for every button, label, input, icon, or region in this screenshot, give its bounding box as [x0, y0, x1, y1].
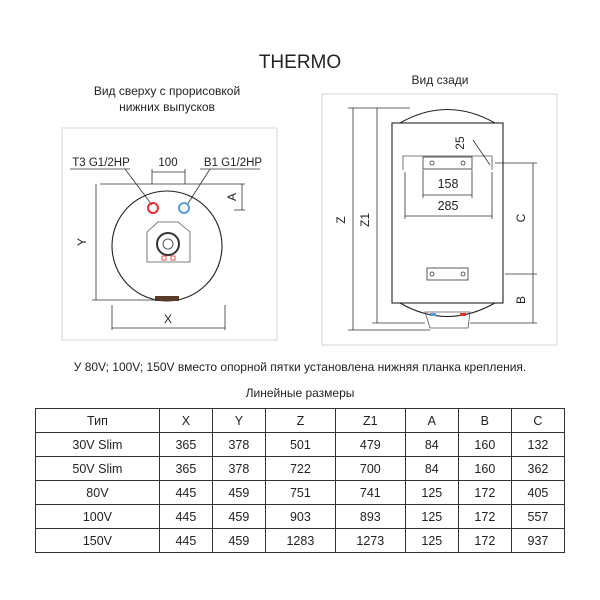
- table-cell: 365: [158, 456, 213, 481]
- table-cell: 172: [457, 504, 512, 529]
- table-cell: 365: [158, 432, 213, 457]
- cold-outlet: [178, 202, 190, 214]
- table-cell: 125: [404, 504, 459, 529]
- table-row: 100V 445 459 903 893 125 172 557: [35, 504, 566, 529]
- table-row: 150V 445 459 1283 1273 125 172 937: [35, 528, 566, 553]
- table-cell: 160: [457, 456, 512, 481]
- table-row: 50V Slim 365 378 722 700 84 160 362: [35, 456, 566, 481]
- table-title: Линейные размеры: [245, 386, 355, 400]
- table-row: 30V Slim 365 378 501 479 84 160 132: [35, 432, 566, 457]
- table-cell: 893: [334, 504, 406, 529]
- table-cell: 722: [264, 456, 336, 481]
- installation-note: У 80V; 100V; 150V вместо опорной пятки у…: [73, 360, 527, 374]
- table-cell: 150V: [35, 528, 160, 553]
- table-cell: Тип: [35, 408, 160, 433]
- dimensions-table: Тип X Y Z Z1 A B C 30V Slim 365 378 501 479 84 160 132 5…: [35, 408, 566, 553]
- table-cell: Z: [264, 408, 336, 433]
- dim-y-label: Y: [75, 238, 89, 246]
- hot-outlet: [147, 202, 159, 214]
- dim-285-label: 285: [438, 199, 459, 213]
- table-cell: 1273: [334, 528, 406, 553]
- table-cell: 378: [211, 432, 266, 457]
- dim-z-label: Z: [334, 216, 348, 223]
- table-cell: 459: [211, 504, 266, 529]
- hot-outlet-label: Т3 G1/2HP: [72, 157, 130, 169]
- dim-a-label: A: [225, 193, 239, 201]
- table-cell: 84: [404, 456, 459, 481]
- tank-body: [391, 122, 504, 304]
- title: THERMO: [259, 52, 341, 73]
- table-cell: A: [404, 408, 459, 433]
- cold-outlet-label: В1 G1/2HP: [204, 157, 262, 169]
- table-cell: 445: [158, 504, 213, 529]
- dim-b-label: B: [514, 296, 528, 304]
- table-cell: 30V Slim: [35, 432, 160, 457]
- table-cell: 125: [404, 480, 459, 505]
- table-cell: 125: [404, 528, 459, 553]
- table-cell: Z1: [334, 408, 406, 433]
- hot-pipe: [460, 313, 466, 316]
- table-cell: B: [457, 408, 512, 433]
- table-cell: 362: [510, 456, 566, 481]
- table-header-row: Тип X Y Z Z1 A B C: [35, 408, 566, 433]
- table-cell: C: [510, 408, 566, 433]
- table-cell: 172: [457, 528, 512, 553]
- table-cell: 557: [510, 504, 566, 529]
- table-cell: 700: [334, 456, 406, 481]
- table-cell: 459: [211, 480, 266, 505]
- table-cell: Y: [211, 408, 266, 433]
- dim-x-label: X: [164, 312, 172, 326]
- dim-z1-label: Z1: [358, 213, 372, 227]
- table-cell: 751: [264, 480, 336, 505]
- table-cell: 903: [264, 504, 336, 529]
- dim-25-label: 25: [453, 136, 467, 150]
- table-cell: 100V: [35, 504, 160, 529]
- table-cell: 1283: [264, 528, 336, 553]
- dim-c-label: C: [514, 213, 528, 222]
- top-view-caption-2: нижних выпусков: [119, 100, 215, 114]
- rear-view: [321, 93, 558, 346]
- table-cell: 445: [158, 480, 213, 505]
- table-cell: 172: [457, 480, 512, 505]
- table-cell: 80V: [35, 480, 160, 505]
- outlet-spacing-label: 100: [158, 157, 177, 169]
- tank-top-outline: [111, 190, 223, 302]
- cold-pipe: [430, 313, 436, 316]
- table-cell: 132: [510, 432, 566, 457]
- rear-view-caption: Вид сзади: [412, 73, 469, 87]
- table-row: 80V 445 459 751 741 125 172 405: [35, 480, 566, 505]
- table-cell: 378: [211, 456, 266, 481]
- table-cell: 459: [211, 528, 266, 553]
- table-cell: 445: [158, 528, 213, 553]
- table-cell: 479: [334, 432, 406, 457]
- table-cell: 50V Slim: [35, 456, 160, 481]
- table-cell: 160: [457, 432, 512, 457]
- table-cell: 501: [264, 432, 336, 457]
- dim-158-label: 158: [438, 177, 459, 191]
- table-cell: X: [158, 408, 213, 433]
- top-view: [61, 127, 278, 341]
- table-cell: 405: [510, 480, 566, 505]
- top-view-caption: Вид сверху с прорисовкой: [94, 84, 240, 98]
- table-cell: 84: [404, 432, 459, 457]
- table-cell: 741: [334, 480, 406, 505]
- table-cell: 937: [510, 528, 566, 553]
